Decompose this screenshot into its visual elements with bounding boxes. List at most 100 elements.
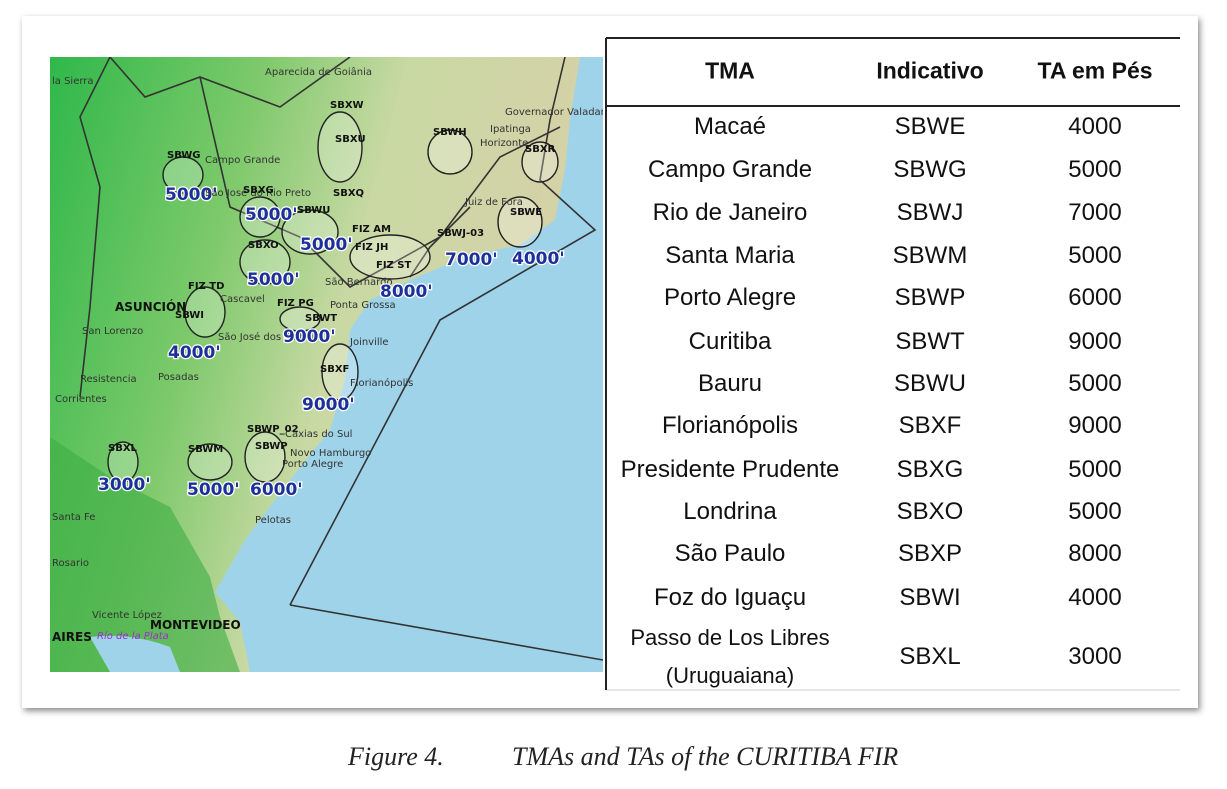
- transition-altitude: 5000: [1068, 156, 1122, 183]
- map-labels: la Sierra Aparecida de Goiânia SBXW SBXU SBW…: [52, 66, 603, 644]
- place-label: Joinville: [349, 337, 389, 348]
- tma-code-label: SBXO: [248, 240, 279, 251]
- tma-name: Foz do Iguaçu: [653, 584, 807, 611]
- tma-name: Presidente Prudente: [620, 456, 840, 483]
- tma-code-label: SBWP_02: [247, 424, 299, 435]
- tma-outlines: [107, 111, 559, 483]
- column-header: TA em Pés: [1037, 57, 1153, 84]
- caption-text: TMAs and TAs of the CURITIBA FIR: [512, 742, 899, 771]
- tma-code-label: SBXF: [320, 364, 349, 375]
- tma-code: SBWM: [892, 242, 968, 269]
- transition-altitude: 4000: [1068, 584, 1122, 611]
- place-label: San Lorenzo: [82, 326, 143, 337]
- tma-code-label: SBWI: [175, 310, 204, 321]
- tma-code-label: SBXL: [108, 443, 138, 454]
- transition-altitude: 5000: [1068, 498, 1122, 525]
- transition-altitude: 9000: [1068, 328, 1122, 355]
- place-label: Santa Fe: [52, 512, 95, 523]
- altitude-label: 6000': [250, 480, 303, 500]
- place-label: Caxias do Sul: [285, 429, 352, 440]
- altitude-label: 8000': [380, 282, 433, 302]
- tma-code-label: SBXG: [243, 185, 274, 196]
- transition-altitude: 5000: [1068, 456, 1122, 483]
- altitude-label: 5000': [245, 205, 298, 225]
- altitude-label: 5000': [165, 185, 218, 205]
- place-label: la Sierra: [52, 76, 94, 87]
- place-label: Ponta Grossa: [330, 300, 396, 311]
- transition-altitude: 4000: [1068, 113, 1122, 140]
- tma-code-label: SBWT: [305, 313, 337, 324]
- altitude-label: 7000': [445, 250, 498, 270]
- place-label: Campo Grande: [205, 155, 280, 166]
- tma-name: Porto Alegre: [663, 284, 797, 311]
- transition-altitude: 9000: [1068, 412, 1122, 439]
- tma-code-label: SBXR: [525, 144, 556, 155]
- tma-name: Londrina: [683, 498, 777, 525]
- transition-altitude: 6000: [1068, 284, 1122, 311]
- place-label: Porto Alegre: [282, 459, 343, 470]
- place-label: Río de la Plata: [97, 630, 169, 642]
- tma-name: Campo Grande: [647, 156, 813, 183]
- tma-code: SBXL: [899, 643, 961, 670]
- altitude-label: 9000': [283, 327, 336, 347]
- tma-code: SBWE: [894, 113, 966, 140]
- tma-code: SBWT: [895, 328, 965, 355]
- place-label: Governador Valadares: [505, 107, 603, 118]
- place-label: Florianópolis: [350, 377, 413, 389]
- place-label: Corrientes: [55, 394, 107, 405]
- tma-name: Rio de Janeiro: [652, 199, 808, 226]
- place-label: Juiz de Fora: [464, 197, 523, 208]
- altitude-label: 5000': [300, 235, 353, 255]
- altitude-label: 5000': [187, 480, 240, 500]
- tma-code: SBXG: [896, 456, 964, 483]
- tma-code-label: SBWH: [433, 127, 467, 138]
- tma-name: Bauru: [697, 370, 763, 397]
- tma-code-label: SBWM: [188, 444, 223, 455]
- tma-code: SBXO: [896, 498, 964, 525]
- altitude-label: 9000': [302, 395, 355, 415]
- place-label: Posadas: [158, 372, 199, 383]
- ocean: [215, 57, 603, 672]
- tma-name: (Uruguaiana): [665, 663, 795, 688]
- place-label: Pelotas: [255, 515, 291, 526]
- tma-code-label: FIZ PG: [277, 298, 314, 309]
- boundaries: [79, 57, 603, 661]
- tma-code: SBWP: [894, 284, 966, 311]
- place-label: Resistencia: [80, 374, 137, 385]
- place-label: Cascavel: [220, 294, 265, 305]
- column-header: Indicativo: [876, 57, 984, 84]
- transition-altitude: 7000: [1068, 199, 1122, 226]
- caption-number: Figure 4.: [348, 742, 444, 771]
- tma-name: Santa Maria: [665, 242, 795, 269]
- tma-code: SBWG: [893, 156, 967, 183]
- column-header: TMA: [705, 57, 755, 84]
- place-label: São Bernardo: [325, 277, 393, 288]
- tma-name: Florianópolis: [661, 412, 799, 439]
- tma-name: São Paulo: [674, 540, 786, 567]
- tma-code-label: SBXU: [335, 134, 366, 145]
- transition-altitude: 8000: [1068, 540, 1122, 567]
- place-label: São José do Rio Preto: [205, 187, 311, 199]
- altitude-label: 4000': [168, 343, 221, 363]
- tma-code: SBXF: [898, 412, 962, 439]
- tma-code-label: SBWJ-03: [437, 228, 484, 239]
- place-label: ASUNCIÓN: [115, 299, 186, 314]
- tma-code-label: FIZ JH: [355, 242, 388, 253]
- tma-code-label: FIZ ST: [376, 260, 411, 271]
- tma-code-label: SBWE: [510, 207, 542, 218]
- altitude-label: 4000': [512, 249, 565, 269]
- tma-name: Curitiba: [688, 328, 772, 355]
- place-label: AIRES: [52, 630, 92, 644]
- altitude-label: 5000': [247, 270, 300, 290]
- transition-altitude: 5000: [1068, 370, 1122, 397]
- transition-altitude: 3000: [1068, 643, 1122, 670]
- place-label: Rosario: [52, 558, 89, 569]
- place-label: Vicente López: [92, 609, 162, 621]
- tma-code-label: FIZ TD: [188, 281, 224, 292]
- tma-name: Macaé: [693, 113, 767, 140]
- place-label: Aparecida de Goiânia: [265, 66, 372, 78]
- tma-code: SBXP: [897, 540, 963, 567]
- tma-code-label: SBWP: [255, 441, 288, 452]
- tma-code: SBWJ: [896, 199, 964, 226]
